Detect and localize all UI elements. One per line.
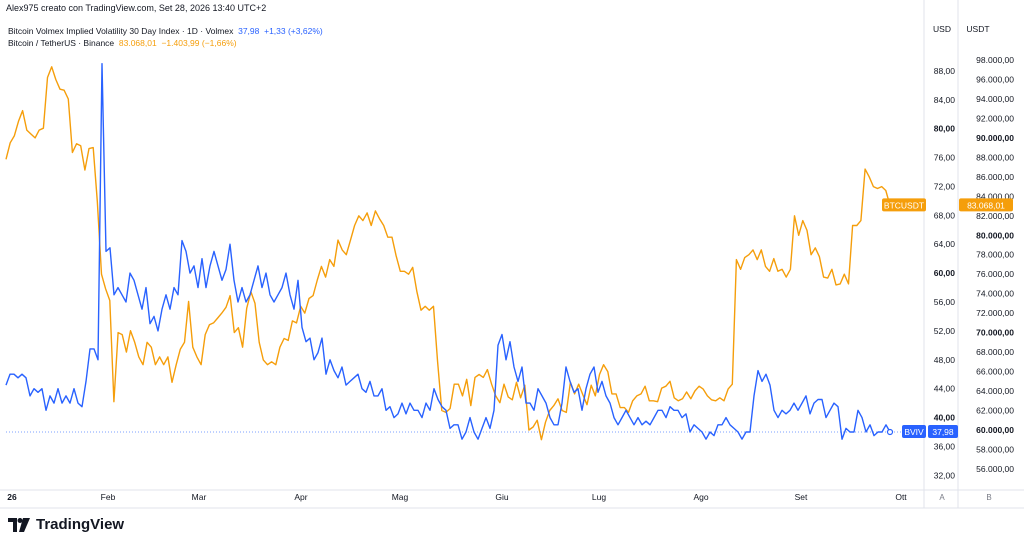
tradingview-logo-text: TradingView — [36, 516, 125, 533]
x-axis-tick-label: Set — [795, 492, 808, 502]
legend-series-name: Bitcoin Volmex Implied Volatility 30 Day… — [8, 26, 234, 36]
left-axis-tick-label: 68,00 — [934, 210, 956, 220]
right-axis-tick-label: 90.000,00 — [976, 133, 1014, 143]
legend-series-value: 83.068,01 — [118, 38, 157, 48]
legend[interactable]: Bitcoin Volmex Implied Volatility 30 Day… — [8, 25, 323, 49]
left-axis-tick-label: 80,00 — [934, 124, 956, 134]
x-axis-tick-label: Giu — [495, 492, 509, 502]
right-axis-tick-label: 78.000,00 — [976, 250, 1014, 260]
right-axis-tick-label: 70.000,00 — [976, 328, 1014, 338]
x-axis-tick-label: Apr — [294, 492, 307, 502]
right-axis-tick-label: 74.000,00 — [976, 289, 1014, 299]
legend-series-change: −1.403,99 (−1,66%) — [161, 38, 237, 48]
right-axis-tick-label: 76.000,00 — [976, 269, 1014, 279]
left-axis-title: USD — [933, 24, 951, 34]
right-axis-tick-label: 66.000,00 — [976, 367, 1014, 377]
left-axis-tick-label: 48,00 — [934, 355, 956, 365]
right-axis-tick-label: 94.000,00 — [976, 94, 1014, 104]
series-tag-bviv-text: BVIV — [904, 427, 924, 437]
right-axis-tick-label: 72.000,00 — [976, 308, 1014, 318]
x-axis-tick-label: Mag — [392, 492, 409, 502]
left-axis-tick-label: 52,00 — [934, 326, 956, 336]
left-axis-tick-label: 36,00 — [934, 441, 956, 451]
series-line-bviv — [5, 63, 891, 440]
series-tag-btcusdt[interactable]: BTCUSDT — [882, 198, 926, 212]
x-axis-tick-label: 26 — [7, 492, 17, 502]
left-axis-tick-label: 88,00 — [934, 66, 956, 76]
right-axis-tick-label: 96.000,00 — [976, 74, 1014, 84]
right-axis-scale-button[interactable]: B — [986, 493, 991, 502]
last-value-label-bviv-text: 37,98 — [932, 427, 954, 437]
right-axis-tick-label: 80.000,00 — [976, 230, 1014, 240]
x-axis-tick-label: Mar — [192, 492, 207, 502]
x-axis-tick-label: Lug — [592, 492, 606, 502]
legend-row-bviv[interactable]: Bitcoin Volmex Implied Volatility 30 Day… — [8, 25, 323, 37]
left-axis-tick-label: 60,00 — [934, 268, 956, 278]
legend-series-value: 37,98 — [238, 26, 260, 36]
right-axis-tick-label: 92.000,00 — [976, 113, 1014, 123]
right-axis-tick-label: 64.000,00 — [976, 386, 1014, 396]
attribution-text: Alex975 creato con TradingView.com, Set … — [6, 3, 267, 13]
legend-series-name: Bitcoin / TetherUS · Binance — [8, 38, 115, 48]
last-value-label-btcusdt[interactable]: 83.068,01 — [959, 198, 1013, 212]
series-tag-btcusdt-bg — [882, 198, 926, 212]
last-value-label-bviv[interactable]: 37,98 — [928, 425, 958, 438]
tradingview-logo-icon — [8, 517, 30, 532]
right-axis-tick-label: 56.000,00 — [976, 464, 1014, 474]
right-axis-tick-label: 62.000,00 — [976, 405, 1014, 415]
right-axis-tick-label: 88.000,00 — [976, 152, 1014, 162]
last-value-label-btcusdt-text: 83.068,01 — [967, 200, 1005, 210]
series-tag-bviv-bg — [902, 425, 926, 438]
series-line-btcusdt — [5, 66, 891, 441]
left-axis-tick-label: 72,00 — [934, 181, 956, 191]
left-axis-tick-label: 76,00 — [934, 153, 956, 163]
right-axis-tick-label: 82.000,00 — [976, 211, 1014, 221]
legend-series-change: +1,33 (+3,62%) — [264, 26, 323, 36]
tradingview-logo[interactable]: TradingView — [8, 516, 124, 533]
right-axis-tick-label: 84.000,00 — [976, 191, 1014, 201]
left-axis-tick-label: 40,00 — [934, 413, 956, 423]
left-axis-tick-label: 32,00 — [934, 470, 956, 480]
axes: USD USDT 88,00 84,00 80,00 76,00 72,00 68,00 64,… — [0, 0, 1024, 509]
plot-area — [5, 63, 918, 441]
right-axis-title: USDT — [966, 24, 989, 34]
bviv-last-point — [886, 428, 894, 436]
x-axis-tick-label: Feb — [101, 492, 116, 502]
series-tag-bviv[interactable]: BVIV — [902, 425, 926, 438]
right-axis-tick-label: 86.000,00 — [976, 172, 1014, 182]
x-axis-tick-label: Ago — [693, 492, 708, 502]
left-axis-tick-label: 84,00 — [934, 95, 956, 105]
left-axis-tick-label: 64,00 — [934, 239, 956, 249]
left-axis-tick-label: 56,00 — [934, 297, 956, 307]
left-axis-tick-label: 44,00 — [934, 384, 956, 394]
right-axis-tick-label: 98.000,00 — [976, 55, 1014, 65]
right-axis-tick-label: 58.000,00 — [976, 444, 1014, 454]
left-axis-scale-button[interactable]: A — [939, 493, 945, 502]
right-axis-tick-label: 68.000,00 — [976, 347, 1014, 357]
last-value-label-btcusdt-bg — [959, 198, 1013, 212]
x-axis-tick-label: Ott — [895, 492, 907, 502]
right-axis-tick-label: 60.000,00 — [976, 425, 1014, 435]
legend-row-btcusdt[interactable]: Bitcoin / TetherUS · Binance 83.068,01 −… — [8, 37, 323, 49]
series-tag-btcusdt-text: BTCUSDT — [884, 200, 924, 210]
last-value-label-bviv-bg — [928, 425, 958, 438]
